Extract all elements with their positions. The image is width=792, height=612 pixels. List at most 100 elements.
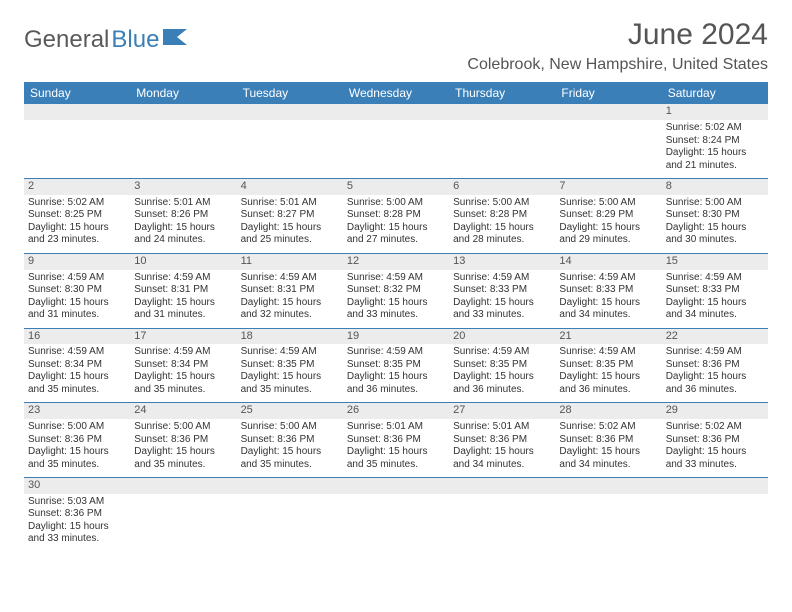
day-content-cell <box>237 494 343 552</box>
day-number-cell <box>130 478 236 494</box>
day-content-cell: Sunrise: 5:02 AMSunset: 8:36 PMDaylight:… <box>662 419 768 478</box>
day-content-cell <box>343 494 449 552</box>
day-content-cell: Sunrise: 4:59 AMSunset: 8:31 PMDaylight:… <box>237 270 343 329</box>
day-number-cell: 5 <box>343 179 449 195</box>
day-content-cell: Sunrise: 4:59 AMSunset: 8:35 PMDaylight:… <box>343 344 449 403</box>
day-number-cell: 11 <box>237 253 343 269</box>
weekday-header: Sunday <box>24 82 130 104</box>
day-number-cell: 15 <box>662 253 768 269</box>
day-number-cell: 9 <box>24 253 130 269</box>
day-number-cell: 16 <box>24 328 130 344</box>
day-content-cell: Sunrise: 5:03 AMSunset: 8:36 PMDaylight:… <box>24 494 130 552</box>
month-year-title: June 2024 <box>628 18 768 52</box>
day-number-cell <box>237 104 343 120</box>
weekday-header: Wednesday <box>343 82 449 104</box>
calendar-body: 1 Sunrise: 5:02 AMSunset: 8:24 PMDayligh… <box>24 104 768 552</box>
day-content-cell: Sunrise: 5:01 AMSunset: 8:26 PMDaylight:… <box>130 195 236 254</box>
day-number-cell: 12 <box>343 253 449 269</box>
day-content-cell: Sunrise: 4:59 AMSunset: 8:34 PMDaylight:… <box>130 344 236 403</box>
day-number-cell <box>449 104 555 120</box>
day-content-cell: Sunrise: 5:00 AMSunset: 8:36 PMDaylight:… <box>24 419 130 478</box>
day-content-cell: Sunrise: 5:02 AMSunset: 8:36 PMDaylight:… <box>555 419 661 478</box>
day-number-cell: 27 <box>449 403 555 419</box>
day-content-cell: Sunrise: 4:59 AMSunset: 8:33 PMDaylight:… <box>662 270 768 329</box>
day-number-cell <box>24 104 130 120</box>
weekday-header: Thursday <box>449 82 555 104</box>
day-content-cell: Sunrise: 5:01 AMSunset: 8:36 PMDaylight:… <box>343 419 449 478</box>
day-content-cell: Sunrise: 5:01 AMSunset: 8:36 PMDaylight:… <box>449 419 555 478</box>
day-number-cell: 23 <box>24 403 130 419</box>
day-number-cell: 22 <box>662 328 768 344</box>
weekday-header: Tuesday <box>237 82 343 104</box>
day-content-cell: Sunrise: 5:00 AMSunset: 8:36 PMDaylight:… <box>237 419 343 478</box>
day-number-cell: 20 <box>449 328 555 344</box>
day-content-cell: Sunrise: 5:00 AMSunset: 8:36 PMDaylight:… <box>130 419 236 478</box>
day-number-cell <box>449 478 555 494</box>
logo-flag-icon <box>163 27 191 47</box>
day-content-cell: Sunrise: 5:02 AMSunset: 8:24 PMDaylight:… <box>662 120 768 179</box>
weekday-header: Saturday <box>662 82 768 104</box>
day-number-cell: 19 <box>343 328 449 344</box>
day-number-cell: 8 <box>662 179 768 195</box>
day-content-cell: Sunrise: 5:00 AMSunset: 8:30 PMDaylight:… <box>662 195 768 254</box>
logo-text-2: Blue <box>111 26 159 54</box>
day-content-cell: Sunrise: 5:02 AMSunset: 8:25 PMDaylight:… <box>24 195 130 254</box>
day-number-cell: 29 <box>662 403 768 419</box>
day-content-cell: Sunrise: 4:59 AMSunset: 8:34 PMDaylight:… <box>24 344 130 403</box>
day-content-cell: Sunrise: 5:00 AMSunset: 8:28 PMDaylight:… <box>449 195 555 254</box>
day-number-cell <box>555 478 661 494</box>
day-number-cell: 2 <box>24 179 130 195</box>
day-content-cell: Sunrise: 4:59 AMSunset: 8:35 PMDaylight:… <box>555 344 661 403</box>
day-number-cell <box>237 478 343 494</box>
day-number-cell: 10 <box>130 253 236 269</box>
day-number-cell: 30 <box>24 478 130 494</box>
day-content-cell <box>24 120 130 179</box>
day-number-cell: 3 <box>130 179 236 195</box>
day-content-cell <box>555 120 661 179</box>
day-content-cell <box>130 494 236 552</box>
day-number-cell: 25 <box>237 403 343 419</box>
day-content-cell <box>555 494 661 552</box>
day-content-cell: Sunrise: 4:59 AMSunset: 8:33 PMDaylight:… <box>449 270 555 329</box>
logo-text-1: General <box>24 26 109 54</box>
day-content-cell: Sunrise: 4:59 AMSunset: 8:36 PMDaylight:… <box>662 344 768 403</box>
day-number-cell: 24 <box>130 403 236 419</box>
title-block: June 2024 <box>628 18 768 52</box>
day-number-cell: 18 <box>237 328 343 344</box>
day-number-cell: 7 <box>555 179 661 195</box>
day-number-cell: 17 <box>130 328 236 344</box>
day-number-cell: 13 <box>449 253 555 269</box>
day-content-cell: Sunrise: 5:01 AMSunset: 8:27 PMDaylight:… <box>237 195 343 254</box>
day-content-cell <box>449 120 555 179</box>
day-number-cell: 21 <box>555 328 661 344</box>
day-content-cell: Sunrise: 5:00 AMSunset: 8:29 PMDaylight:… <box>555 195 661 254</box>
day-number-cell <box>662 478 768 494</box>
day-content-cell <box>449 494 555 552</box>
day-content-cell: Sunrise: 4:59 AMSunset: 8:35 PMDaylight:… <box>449 344 555 403</box>
day-number-cell <box>130 104 236 120</box>
day-number-cell: 6 <box>449 179 555 195</box>
day-number-cell <box>343 478 449 494</box>
location-text: Colebrook, New Hampshire, United States <box>24 56 768 74</box>
day-content-cell <box>130 120 236 179</box>
day-content-cell: Sunrise: 4:59 AMSunset: 8:33 PMDaylight:… <box>555 270 661 329</box>
day-content-cell: Sunrise: 4:59 AMSunset: 8:31 PMDaylight:… <box>130 270 236 329</box>
day-content-cell: Sunrise: 4:59 AMSunset: 8:32 PMDaylight:… <box>343 270 449 329</box>
weekday-header: Friday <box>555 82 661 104</box>
weekday-header: Monday <box>130 82 236 104</box>
day-content-cell <box>237 120 343 179</box>
day-number-cell: 26 <box>343 403 449 419</box>
day-number-cell: 4 <box>237 179 343 195</box>
logo: GeneralBlue <box>24 26 191 54</box>
calendar-table: SundayMondayTuesdayWednesdayThursdayFrid… <box>24 82 768 552</box>
calendar-page: GeneralBlue June 2024 Colebrook, New Ham… <box>0 0 792 570</box>
day-number-cell: 14 <box>555 253 661 269</box>
day-content-cell: Sunrise: 4:59 AMSunset: 8:35 PMDaylight:… <box>237 344 343 403</box>
header-row: GeneralBlue June 2024 <box>24 18 768 54</box>
day-number-cell: 28 <box>555 403 661 419</box>
day-number-cell <box>343 104 449 120</box>
calendar-header: SundayMondayTuesdayWednesdayThursdayFrid… <box>24 82 768 104</box>
day-number-cell <box>555 104 661 120</box>
day-content-cell <box>343 120 449 179</box>
day-content-cell <box>662 494 768 552</box>
